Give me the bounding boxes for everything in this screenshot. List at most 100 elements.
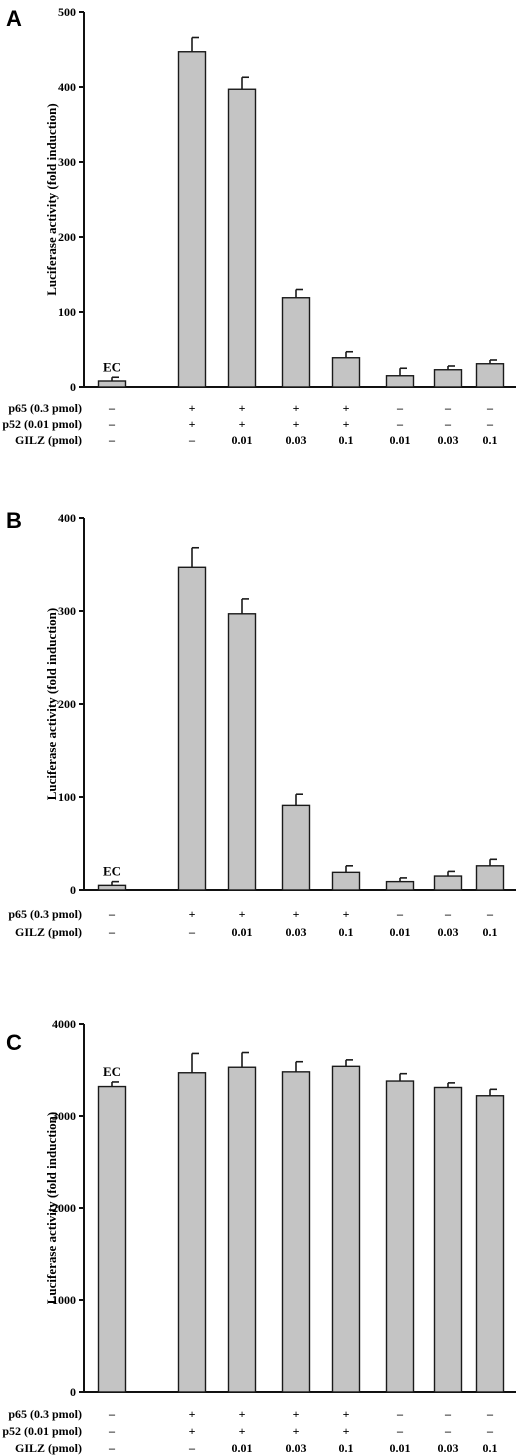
bar	[281, 1071, 311, 1393]
condition-value: –	[486, 1424, 494, 1438]
condition-value: –	[486, 417, 494, 431]
y-axis-label: Luciferase activity (fold induction)	[44, 608, 59, 800]
bar-annotation: EC	[103, 1064, 121, 1079]
condition-row-label: p52 (0.01 pmol)	[2, 1424, 82, 1438]
condition-value: +	[293, 907, 300, 921]
condition-value: 0.1	[339, 433, 354, 447]
condition-value: +	[239, 1424, 246, 1438]
bar	[385, 880, 415, 891]
condition-value: +	[239, 907, 246, 921]
condition-value: +	[189, 907, 196, 921]
condition-value: +	[343, 417, 350, 431]
condition-row-label: p65 (0.3 pmol)	[8, 907, 82, 921]
bar	[177, 566, 207, 891]
condition-value: 0.01	[390, 433, 411, 447]
bar	[475, 865, 505, 891]
condition-value: –	[108, 1441, 116, 1455]
condition-value: 0.03	[438, 1441, 459, 1455]
bar	[331, 871, 361, 891]
condition-value: –	[108, 401, 116, 415]
condition-value: 0.03	[286, 925, 307, 939]
bar-annotation: EC	[103, 359, 121, 374]
condition-value: –	[396, 417, 404, 431]
condition-value: 0.1	[339, 1441, 354, 1455]
bar	[227, 1066, 257, 1393]
y-tick-label: 4000	[52, 1017, 76, 1031]
condition-value: –	[108, 907, 116, 921]
bar	[331, 1065, 361, 1393]
y-tick-label: 2000	[52, 1201, 76, 1215]
y-tick-label: 200	[58, 230, 76, 244]
panel-letter: B	[6, 508, 22, 533]
bar	[433, 1086, 463, 1393]
bar	[385, 1080, 415, 1393]
bar	[281, 297, 311, 388]
condition-row-label: GILZ (pmol)	[15, 1441, 82, 1455]
condition-value: 0.03	[286, 1441, 307, 1455]
condition-value: 0.01	[390, 1441, 411, 1455]
y-tick-label: 500	[58, 5, 76, 19]
bar	[97, 380, 127, 388]
bar	[97, 1085, 127, 1393]
chart-panel-b: B 0 100 200 300 400 Luciferase activity (fold …	[6, 508, 516, 939]
panel-letter: A	[6, 6, 22, 31]
condition-row-label: p65 (0.3 pmol)	[8, 1407, 82, 1421]
condition-value: –	[486, 401, 494, 415]
condition-value: +	[239, 401, 246, 415]
condition-row-label: GILZ (pmol)	[15, 925, 82, 939]
bar	[227, 88, 257, 388]
condition-value: +	[293, 1424, 300, 1438]
condition-value: +	[239, 1407, 246, 1421]
condition-value: 0.01	[232, 433, 253, 447]
condition-value: 0.03	[438, 433, 459, 447]
condition-value: –	[486, 1407, 494, 1421]
condition-value: +	[239, 417, 246, 431]
y-axis-label: Luciferase activity (fold induction)	[44, 103, 59, 295]
condition-value: –	[396, 907, 404, 921]
condition-value: –	[108, 1424, 116, 1438]
condition-value: 0.03	[286, 433, 307, 447]
condition-value: –	[396, 1424, 404, 1438]
y-tick-label: 100	[58, 305, 76, 319]
y-tick-label: 1000	[52, 1293, 76, 1307]
y-tick-label: 0	[70, 380, 76, 394]
bar	[385, 375, 415, 388]
y-tick-label: 400	[58, 80, 76, 94]
condition-value: +	[189, 401, 196, 415]
condition-value: +	[189, 1424, 196, 1438]
condition-value: –	[444, 1424, 452, 1438]
condition-row-label: p52 (0.01 pmol)	[2, 417, 82, 431]
condition-value: –	[396, 1407, 404, 1421]
condition-value: +	[189, 1407, 196, 1421]
condition-value: –	[444, 907, 452, 921]
bar	[475, 1095, 505, 1393]
condition-value: –	[108, 925, 116, 939]
y-tick-label: 300	[58, 155, 76, 169]
condition-value: –	[188, 1441, 196, 1455]
condition-value: 0.1	[483, 433, 498, 447]
bar-annotation: EC	[103, 864, 121, 879]
bar	[177, 1072, 207, 1393]
condition-value: –	[188, 433, 196, 447]
y-tick-label: 3000	[52, 1109, 76, 1123]
y-axis-label: Luciferase activity (fold induction)	[44, 1112, 59, 1304]
condition-value: 0.1	[339, 925, 354, 939]
bar	[475, 363, 505, 388]
y-tick-label: 0	[70, 883, 76, 897]
condition-value: 0.1	[483, 925, 498, 939]
y-tick-label: 0	[70, 1385, 76, 1399]
condition-value: –	[188, 925, 196, 939]
condition-value: 0.01	[232, 925, 253, 939]
y-tick-label: 400	[58, 511, 76, 525]
panel-letter: C	[6, 1030, 22, 1055]
condition-row-label: GILZ (pmol)	[15, 433, 82, 447]
condition-value: –	[108, 417, 116, 431]
bar	[177, 51, 207, 388]
condition-value: +	[293, 401, 300, 415]
condition-value: +	[343, 1424, 350, 1438]
condition-value: –	[444, 401, 452, 415]
chart-panel-a: A 0 100 200 300 400 500 Luciferase activity (fo…	[2, 5, 516, 447]
condition-value: –	[108, 433, 116, 447]
bar	[281, 804, 311, 891]
